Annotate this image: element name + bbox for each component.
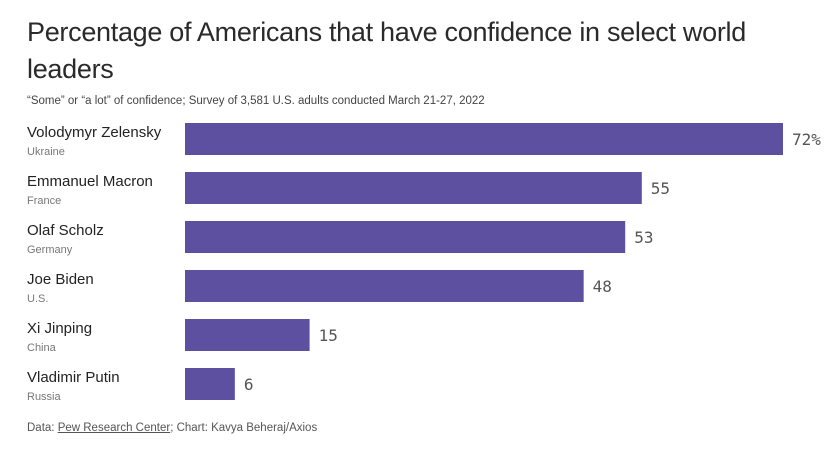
bar — [185, 172, 642, 204]
value-label: 15 — [319, 326, 338, 345]
bar — [185, 319, 310, 351]
bar — [185, 368, 235, 400]
category-sublabel: Ukraine — [27, 146, 65, 158]
bar — [185, 123, 783, 155]
footer-data-prefix: Data: — [27, 422, 58, 434]
chart-subtitle: “Some” or “a lot” of confidence; Survey … — [27, 95, 485, 107]
category-sublabel: Russia — [27, 391, 62, 403]
value-label: 72% — [792, 130, 821, 149]
source-link[interactable]: Pew Research Center — [57, 422, 171, 434]
bar — [185, 221, 626, 253]
value-label: 48 — [593, 277, 612, 296]
bar — [185, 270, 584, 302]
chart-title: Percentage of Americans that have confid… — [27, 17, 746, 84]
chart-footer: Data: Pew Research Center; Chart: Kavya … — [27, 422, 317, 434]
category-label: Joe Biden — [27, 271, 94, 288]
category-label: Volodymyr Zelensky — [27, 124, 162, 141]
footer-credit: ; Chart: Kavya Beheraj/Axios — [170, 422, 318, 434]
category-sublabel: U.S. — [27, 293, 48, 305]
category-label: Xi Jinping — [27, 320, 92, 337]
category-sublabel: China — [27, 342, 57, 354]
value-label: 6 — [244, 375, 254, 394]
value-label: 55 — [651, 179, 670, 198]
category-label: Olaf Scholz — [27, 222, 104, 239]
value-label: 53 — [634, 228, 653, 247]
category-label: Emmanuel Macron — [27, 173, 153, 190]
category-sublabel: Germany — [27, 244, 73, 256]
category-sublabel: France — [27, 195, 61, 207]
category-label: Vladimir Putin — [27, 369, 120, 386]
